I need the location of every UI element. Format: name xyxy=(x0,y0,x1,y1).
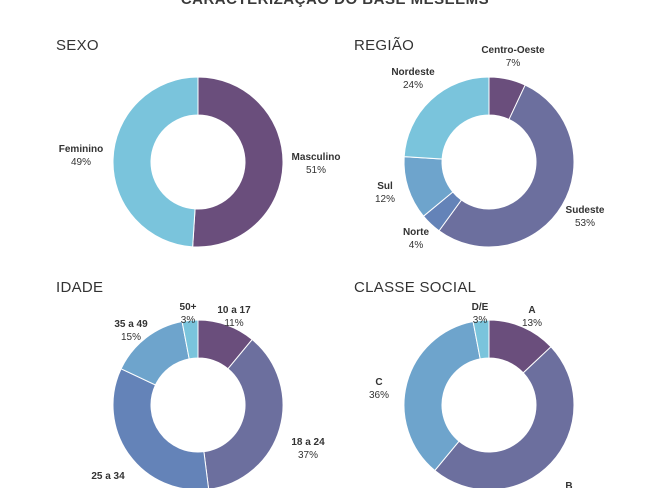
slice-label-idade-3: 35 a 49 xyxy=(114,319,148,330)
slice-value-idade-3: 15% xyxy=(121,332,141,343)
slice-label-classe-social-3: D/E xyxy=(472,302,489,313)
slice-label-regiao-3: Sul xyxy=(377,181,393,192)
slice-label-regiao-0: Centro-Oeste xyxy=(481,45,545,56)
slice-label-regiao-2: Norte xyxy=(403,227,430,238)
slice-label-regiao-1: Sudeste xyxy=(566,205,605,216)
slice-sexo-1 xyxy=(112,76,199,248)
slice-label-idade-0: 10 a 17 xyxy=(217,305,251,316)
slice-idade-2 xyxy=(112,368,209,488)
slice-label-idade-4: 50+ xyxy=(180,302,197,313)
slice-label-idade-1: 18 a 24 xyxy=(291,437,325,448)
slice-value-regiao-4: 24% xyxy=(403,80,423,91)
slice-classe-social-2 xyxy=(403,320,481,472)
chart-title-sexo: SEXO xyxy=(56,37,99,54)
slice-classe-social-1 xyxy=(434,346,575,488)
donut-chart-classe-social: A 13% B C 36% D/E 3% xyxy=(369,302,575,488)
chart-title-classe-social: CLASSE SOCIAL xyxy=(354,279,477,296)
slice-value-sexo-1: 49% xyxy=(71,157,91,168)
slice-idade-1 xyxy=(203,338,284,488)
slice-label-idade-2: 25 a 34 xyxy=(91,471,125,482)
slice-value-sexo-0: 51% xyxy=(306,165,326,176)
slice-value-classe-social-3: 3% xyxy=(473,315,488,326)
donut-chart-idade: 10 a 17 11% 18 a 24 37% 25 a 34 35 a 49 15% 50+… xyxy=(91,302,325,488)
slice-value-regiao-2: 4% xyxy=(409,240,424,251)
slice-label-sexo-1: Feminino xyxy=(59,144,103,155)
slice-label-classe-social-1: B xyxy=(565,481,572,488)
slice-label-regiao-4: Nordeste xyxy=(391,67,435,78)
slice-label-sexo-0: Masculino xyxy=(292,152,341,163)
slice-sexo-0 xyxy=(192,76,284,248)
slice-value-regiao-3: 12% xyxy=(375,194,395,205)
slice-value-idade-4: 3% xyxy=(181,315,196,326)
slice-label-classe-social-2: C xyxy=(375,377,382,388)
donut-chart-regiao: Centro-Oeste 7% Sudeste 53% Norte 4% Sul 12% Nor… xyxy=(375,45,605,251)
chart-title-regiao: REGIÃO xyxy=(354,37,415,54)
slice-label-classe-social-0: A xyxy=(528,305,535,316)
page-title: CARACTERIZAÇÃO DO BASE MESEEMS xyxy=(0,0,670,8)
slice-regiao-1 xyxy=(438,84,575,248)
slice-regiao-4 xyxy=(403,76,490,160)
slice-idade-4 xyxy=(181,319,199,360)
slice-classe-social-3 xyxy=(472,319,490,360)
slice-value-idade-0: 11% xyxy=(224,318,243,329)
slice-value-regiao-1: 53% xyxy=(575,218,595,229)
slice-value-classe-social-0: 13% xyxy=(522,318,542,329)
chart-title-idade: IDADE xyxy=(56,279,104,296)
slice-value-classe-social-2: 36% xyxy=(369,390,389,401)
slice-value-idade-1: 37% xyxy=(298,450,318,461)
slice-value-regiao-0: 7% xyxy=(506,58,521,69)
donut-chart-sexo: Masculino 51% Feminino 49% xyxy=(59,76,340,248)
